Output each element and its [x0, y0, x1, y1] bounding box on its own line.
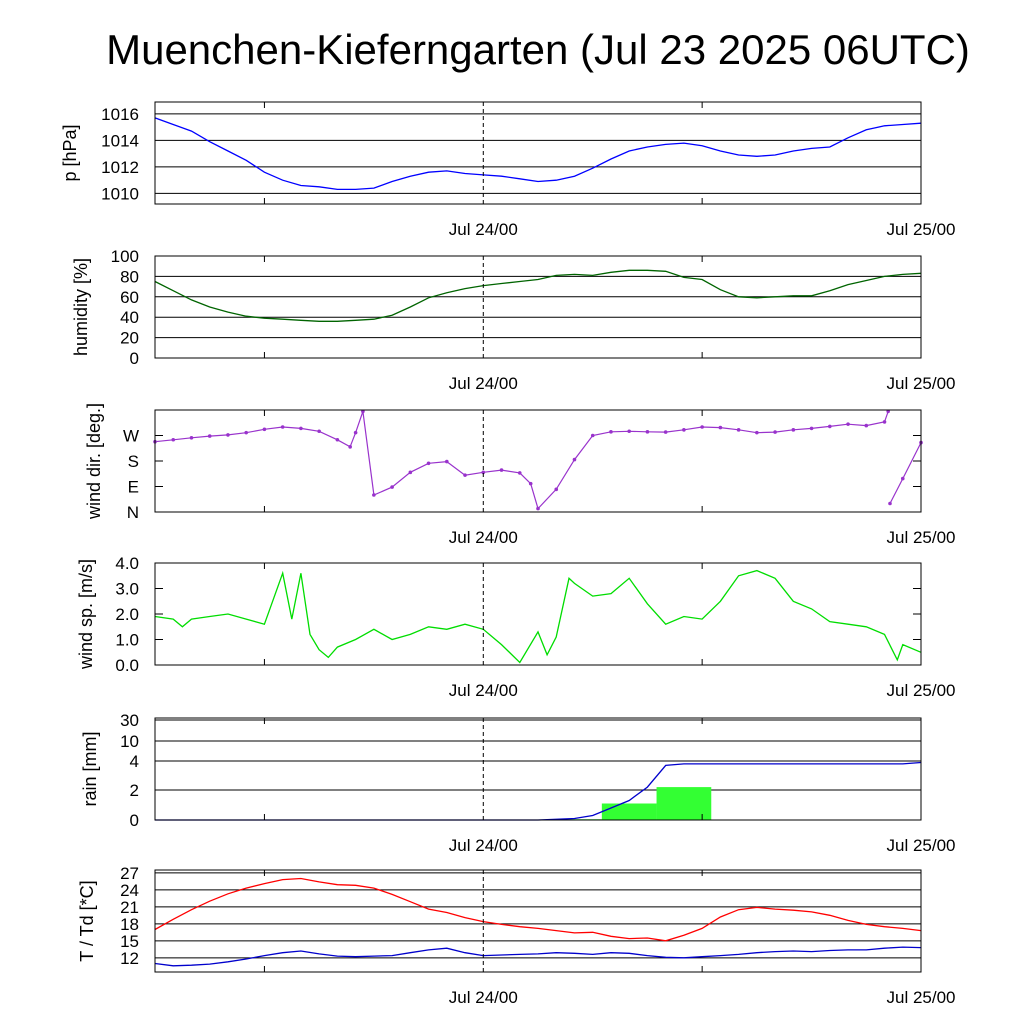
- pressure-ytick-label: 1014: [101, 131, 139, 150]
- x-tick-label: Jul 25/00: [887, 528, 956, 547]
- wind-speed-ytick-label: 1.0: [115, 631, 139, 650]
- humidity-ylabel: humidity [%]: [71, 258, 91, 356]
- x-tick-label: Jul 24/00: [449, 220, 518, 239]
- wind-direction-ytick-label: S: [128, 452, 139, 471]
- x-tick-label: Jul 25/00: [887, 220, 956, 239]
- x-tick-label: Jul 25/00: [887, 681, 956, 700]
- wind-direction-line: [889, 442, 922, 504]
- rain-ytick-label: 30: [120, 711, 139, 730]
- x-tick-label: Jul 24/00: [449, 988, 518, 1007]
- temperature-series-line: [154, 877, 922, 942]
- rain-ytick-label: 0: [130, 811, 139, 830]
- x-tick-label: Jul 24/00: [449, 836, 518, 855]
- x-tick-label: Jul 24/00: [449, 681, 518, 700]
- temperature-frame: [154, 869, 922, 973]
- wind-speed-series-line: [154, 569, 922, 664]
- humidity-series-line: [154, 269, 922, 322]
- rain-series-line: [155, 761, 922, 821]
- rain-bar: [656, 787, 712, 820]
- rain-ylabel: rain [mm]: [80, 731, 100, 806]
- humidity-frame: [154, 255, 922, 359]
- x-tick-label: Jul 24/00: [449, 528, 518, 547]
- temperature-ytick-label: 15: [120, 932, 139, 951]
- pressure-frame: [154, 101, 922, 205]
- x-tick-label: Jul 25/00: [887, 836, 956, 855]
- humidity-ytick-label: 60: [120, 288, 139, 307]
- temperature-ytick-label: 24: [120, 881, 139, 900]
- humidity-ytick-label: 0: [130, 349, 139, 368]
- temperature-ytick-label: 21: [120, 898, 139, 917]
- wind-direction-line: [154, 411, 889, 510]
- x-tick-label: Jul 24/00: [449, 374, 518, 393]
- wind-speed-ytick-label: 4.0: [115, 554, 139, 573]
- rain-ytick-label: 2: [130, 781, 139, 800]
- pressure-ylabel: p [hPa]: [60, 124, 80, 181]
- humidity-ytick-label: 100: [111, 247, 139, 266]
- humidity-ytick-label: 20: [120, 329, 139, 348]
- wind-speed-ytick-label: 3.0: [115, 580, 139, 599]
- temperature-ytick-label: 27: [120, 864, 139, 883]
- rain-frame: [154, 717, 922, 821]
- rain-ytick-label: 4: [130, 752, 139, 771]
- humidity-ytick-label: 40: [120, 308, 139, 327]
- wind-direction-ytick-label: E: [128, 478, 139, 497]
- temperature-series-line: [154, 946, 922, 967]
- temperature-ylabel: T / Td [*C]: [77, 880, 97, 961]
- rain-ytick-label: 10: [120, 732, 139, 751]
- pressure-ytick-label: 1016: [101, 105, 139, 124]
- pressure-ytick-label: 1010: [101, 184, 139, 203]
- wind-speed-ytick-label: 2.0: [115, 605, 139, 624]
- pressure-ytick-label: 1012: [101, 158, 139, 177]
- wind-direction-ytick-label: N: [127, 503, 139, 522]
- wind-direction-frame: [154, 409, 922, 513]
- rain-bar: [601, 803, 657, 820]
- wind-speed-ylabel: wind sp. [m/s]: [76, 559, 96, 670]
- wind-speed-frame: [154, 562, 922, 666]
- pressure-series-line: [154, 117, 922, 191]
- temperature-ytick-label: 18: [120, 915, 139, 934]
- x-tick-label: Jul 25/00: [887, 988, 956, 1007]
- x-tick-label: Jul 25/00: [887, 374, 956, 393]
- temperature-ytick-label: 12: [120, 949, 139, 968]
- humidity-ytick-label: 80: [120, 267, 139, 286]
- chart-title: Muenchen-Kieferngarten (Jul 23 2025 06UT…: [106, 26, 970, 73]
- wind-direction-ytick-label: W: [123, 427, 139, 446]
- wind-speed-ytick-label: 0.0: [115, 656, 139, 675]
- wind-direction-ylabel: wind dir. [deg.]: [84, 403, 104, 520]
